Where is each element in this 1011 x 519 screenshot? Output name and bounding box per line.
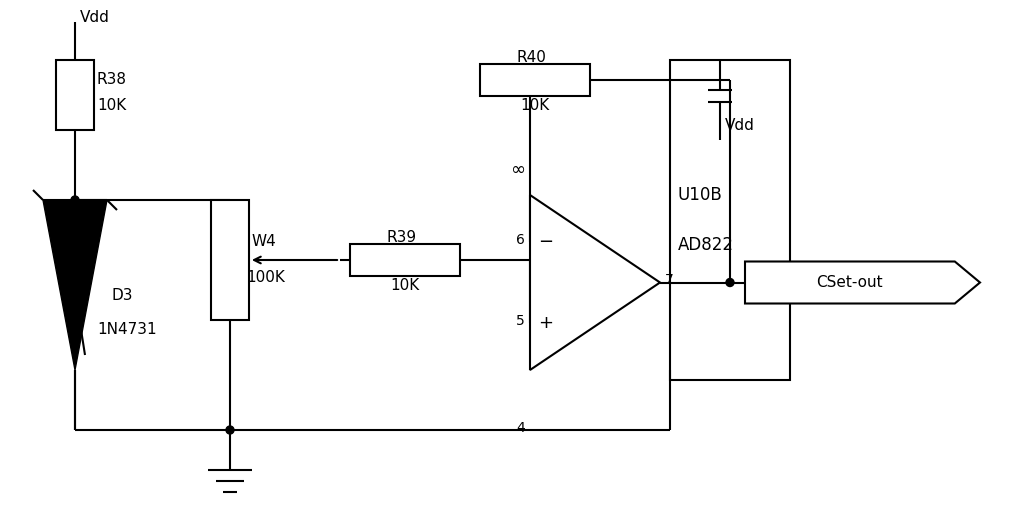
Text: ∞: ∞	[510, 161, 525, 179]
Polygon shape	[42, 200, 107, 370]
Text: 10K: 10K	[520, 99, 549, 114]
Bar	[350, 244, 460, 276]
Bar	[56, 60, 94, 130]
Polygon shape	[744, 262, 979, 304]
Text: AD822: AD822	[677, 236, 733, 254]
Text: 1N4731: 1N4731	[97, 322, 157, 337]
Text: U10B: U10B	[677, 186, 722, 204]
Text: W4: W4	[252, 235, 276, 250]
Text: 4: 4	[516, 421, 525, 435]
Text: R39: R39	[386, 230, 417, 245]
Text: CSet-out: CSet-out	[816, 275, 883, 290]
Text: 6: 6	[516, 233, 525, 247]
Circle shape	[225, 426, 234, 434]
Text: 10K: 10K	[97, 98, 126, 113]
Bar	[669, 60, 790, 380]
Text: 10K: 10K	[389, 279, 419, 294]
Bar	[210, 200, 249, 320]
Text: 7: 7	[664, 274, 673, 288]
Text: R38: R38	[97, 72, 126, 87]
Text: 100K: 100K	[246, 270, 284, 285]
Bar	[479, 64, 589, 96]
Text: R40: R40	[517, 50, 546, 65]
Circle shape	[725, 279, 733, 286]
Text: 5: 5	[516, 314, 525, 328]
Text: −: −	[538, 233, 553, 251]
Text: Vdd: Vdd	[724, 117, 754, 132]
Text: Vdd: Vdd	[80, 10, 110, 25]
Circle shape	[71, 196, 79, 204]
Text: +: +	[538, 314, 552, 332]
Polygon shape	[530, 195, 659, 370]
Text: D3: D3	[112, 288, 133, 303]
